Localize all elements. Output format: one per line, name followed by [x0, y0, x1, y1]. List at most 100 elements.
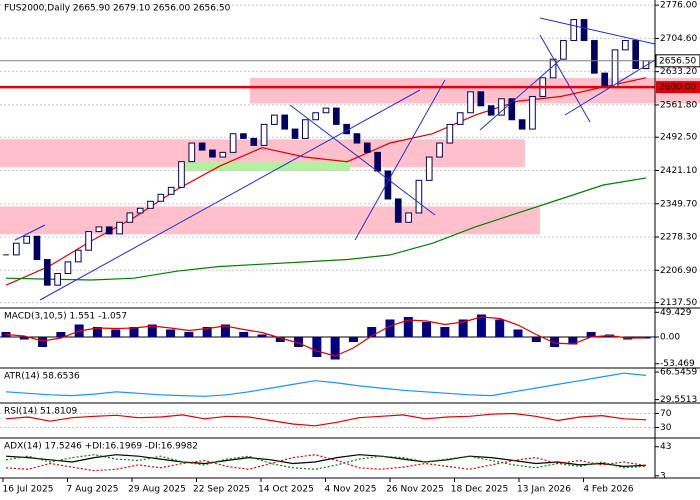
- bar: [513, 329, 523, 337]
- candle: [467, 91, 474, 114]
- x-tick-label: 22 Sep 2025: [193, 485, 250, 495]
- level-box: [656, 81, 700, 94]
- bar: [586, 332, 596, 337]
- x-tick-label: 26 Nov 2025: [386, 485, 444, 495]
- series-line: [5, 316, 646, 357]
- series-line: [5, 454, 647, 472]
- pane-title: MACD(3,10,5) 1.551 -1.057: [4, 312, 127, 322]
- candle: [178, 161, 185, 188]
- x-tick-label: 16 Jul 2025: [3, 485, 54, 495]
- candle: [167, 186, 175, 195]
- bar: [129, 327, 139, 337]
- x-tick-label: 4 Nov 2025: [325, 485, 377, 495]
- x-tick-label: 18 Dec 2025: [451, 485, 509, 495]
- level-label: 2600.00: [659, 83, 696, 93]
- bar: [422, 322, 432, 337]
- candle: [281, 114, 289, 130]
- bar: [202, 327, 212, 337]
- bar: [294, 337, 304, 347]
- y-tick-label: 2633.20: [660, 67, 697, 77]
- candle: [219, 151, 227, 158]
- candle: [487, 105, 495, 116]
- candle: [477, 91, 485, 107]
- series-line: [5, 77, 647, 286]
- y-tick-label: 2278.30: [660, 233, 697, 243]
- bar: [348, 337, 358, 342]
- trendline: [539, 17, 656, 45]
- trendline: [289, 104, 436, 216]
- bar: [220, 324, 230, 337]
- candle: [240, 133, 247, 139]
- y-tick-label: 29.5513: [660, 395, 697, 405]
- y-tick-label: 3: [660, 471, 666, 481]
- candle: [322, 107, 330, 114]
- bar: [312, 337, 322, 357]
- y-tick-label: 49.429: [660, 308, 692, 318]
- y-tick-label: 2561.80: [660, 100, 697, 110]
- candle: [95, 226, 103, 233]
- trendline: [564, 59, 656, 116]
- bar: [184, 332, 194, 337]
- candle: [384, 170, 392, 200]
- x-tick-label: 4 Feb 2026: [583, 485, 634, 495]
- pane-title: RSI(14) 51.8109: [4, 407, 77, 417]
- trendline: [14, 224, 46, 241]
- series-line: [5, 454, 647, 470]
- candle: [570, 19, 578, 42]
- bar: [92, 327, 102, 337]
- bar: [550, 337, 560, 347]
- candle: [136, 207, 144, 214]
- zone: [185, 161, 350, 172]
- y-tick-label: 2206.90: [660, 266, 697, 276]
- candle: [54, 273, 61, 286]
- candle: [250, 137, 258, 146]
- series-line: [5, 372, 647, 397]
- candle: [374, 151, 381, 172]
- trendline: [354, 79, 446, 241]
- candle: [632, 40, 640, 69]
- candle: [312, 112, 320, 121]
- candle: [580, 19, 588, 42]
- bar: [166, 329, 176, 337]
- candle: [291, 128, 299, 139]
- candle: [198, 142, 206, 151]
- bar: [257, 334, 267, 337]
- x-tick-label: 14 Oct 2025: [258, 485, 314, 495]
- bar: [56, 332, 66, 337]
- bar: [385, 319, 395, 337]
- bar: [440, 327, 450, 337]
- x-tick-label: 29 Aug 2025: [128, 485, 186, 495]
- candle: [126, 212, 134, 223]
- pane-title: ADX(14) 17.5246 +DI:16.1969 -DI:16.9982: [4, 442, 198, 452]
- candle: [147, 200, 154, 209]
- candle: [415, 179, 423, 214]
- bar: [458, 319, 468, 337]
- level-label: 2656.50: [659, 56, 696, 66]
- bar: [568, 337, 578, 345]
- candle: [591, 40, 598, 74]
- trendline: [539, 34, 591, 123]
- candle: [529, 95, 536, 130]
- series-line: [5, 454, 647, 468]
- candle: [518, 119, 526, 130]
- candle: [425, 156, 433, 181]
- series-line: [5, 177, 647, 281]
- candle: [446, 123, 454, 144]
- bar: [476, 314, 486, 337]
- candle: [560, 40, 567, 60]
- y-tick-label: 70: [660, 409, 672, 419]
- bar: [495, 319, 505, 337]
- bar: [275, 337, 285, 342]
- candle: [622, 40, 629, 51]
- candle: [105, 226, 113, 235]
- zone: [0, 206, 540, 235]
- bar: [531, 337, 541, 342]
- candle: [116, 221, 123, 235]
- y-tick-label: 2421.10: [660, 166, 697, 176]
- pane-title: FUS2000,Daily 2665.90 2679.10 2656.00 26…: [4, 4, 231, 14]
- y-tick-label: 2492.50: [660, 133, 697, 143]
- candle: [353, 133, 361, 144]
